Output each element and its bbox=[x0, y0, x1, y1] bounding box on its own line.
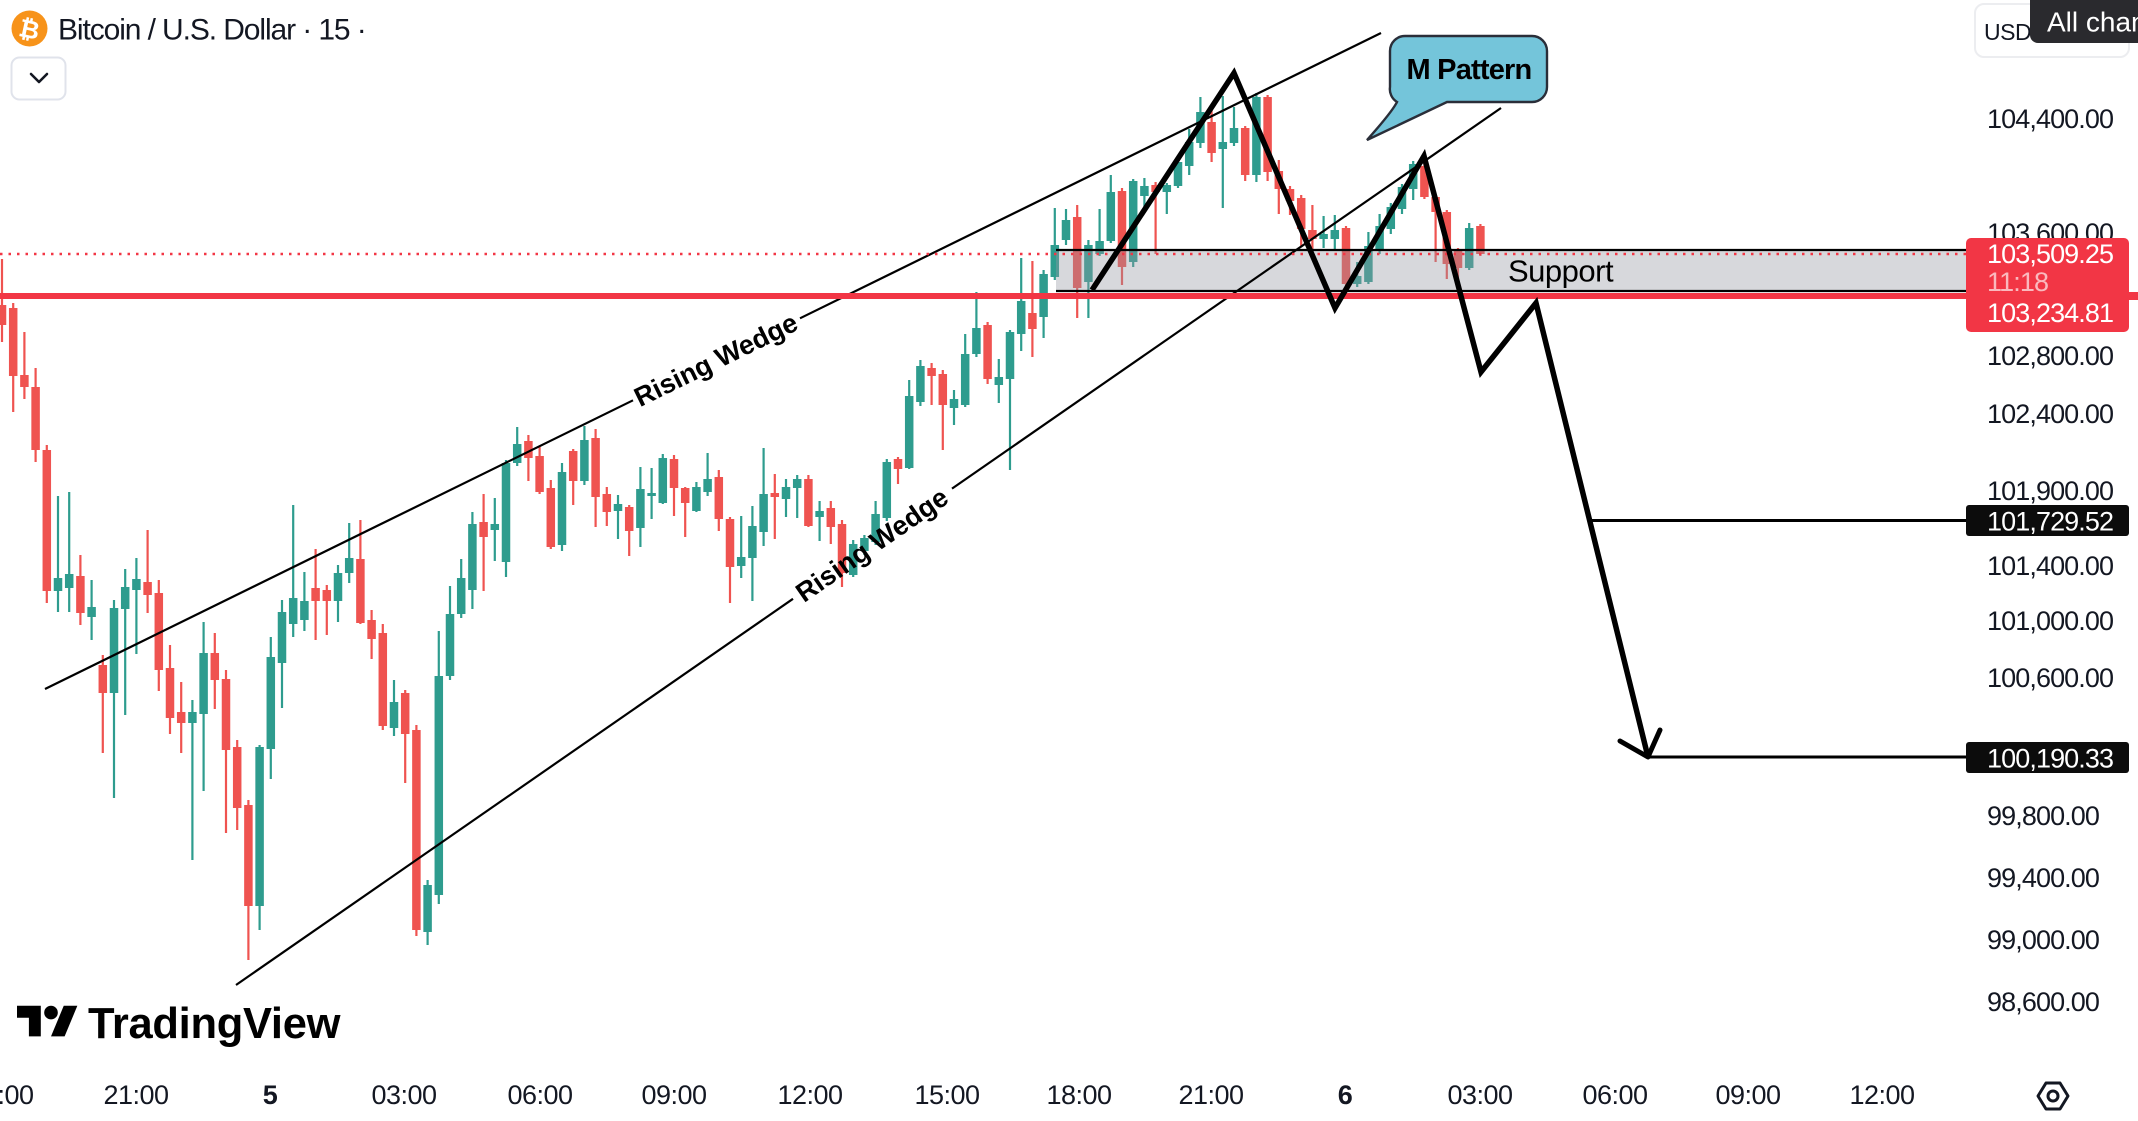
svg-text:Bitcoin / U.S. Dollar · 15 ·: Bitcoin / U.S. Dollar · 15 · bbox=[58, 14, 366, 47]
svg-text:21:00: 21:00 bbox=[103, 1080, 168, 1110]
svg-text:102,800.00: 102,800.00 bbox=[1987, 341, 2113, 371]
svg-text:98,600.00: 98,600.00 bbox=[1987, 987, 2099, 1017]
svg-text:6: 6 bbox=[1338, 1080, 1353, 1110]
svg-text:18:00: 18:00 bbox=[1046, 1080, 1111, 1110]
svg-text:101,900.00: 101,900.00 bbox=[1987, 476, 2113, 506]
svg-text:104,400.00: 104,400.00 bbox=[1987, 104, 2113, 134]
svg-text:18:00: 18:00 bbox=[0, 1080, 34, 1110]
svg-text:15:00: 15:00 bbox=[914, 1080, 979, 1110]
svg-text:USD: USD bbox=[1984, 19, 2031, 45]
svg-text:06:00: 06:00 bbox=[507, 1080, 572, 1110]
svg-text:5: 5 bbox=[263, 1080, 278, 1110]
svg-text:99,000.00: 99,000.00 bbox=[1987, 925, 2099, 955]
svg-text:09:00: 09:00 bbox=[641, 1080, 706, 1110]
svg-text:M Pattern: M Pattern bbox=[1407, 54, 1532, 86]
svg-text:100,600.00: 100,600.00 bbox=[1987, 663, 2113, 693]
svg-text:101,400.00: 101,400.00 bbox=[1987, 551, 2113, 581]
svg-text:Support: Support bbox=[1508, 254, 1614, 289]
svg-text:101,000.00: 101,000.00 bbox=[1987, 606, 2113, 636]
svg-text:03:00: 03:00 bbox=[1447, 1080, 1512, 1110]
svg-text:102,400.00: 102,400.00 bbox=[1987, 399, 2113, 429]
svg-text:12:00: 12:00 bbox=[1849, 1080, 1914, 1110]
svg-text:101,729.52: 101,729.52 bbox=[1987, 507, 2113, 537]
svg-text:11:18: 11:18 bbox=[1987, 267, 2048, 297]
svg-text:All chan: All chan bbox=[2047, 7, 2138, 38]
svg-text:03:00: 03:00 bbox=[371, 1080, 436, 1110]
svg-text:100,190.33: 100,190.33 bbox=[1987, 744, 2113, 774]
svg-text:21:00: 21:00 bbox=[1178, 1080, 1243, 1110]
svg-text:09:00: 09:00 bbox=[1715, 1080, 1780, 1110]
svg-text:TradingView: TradingView bbox=[88, 1000, 341, 1048]
svg-text:99,800.00: 99,800.00 bbox=[1987, 801, 2099, 831]
svg-text:06:00: 06:00 bbox=[1582, 1080, 1647, 1110]
svg-text:103,509.25: 103,509.25 bbox=[1987, 239, 2113, 269]
svg-text:12:00: 12:00 bbox=[777, 1080, 842, 1110]
svg-text:99,400.00: 99,400.00 bbox=[1987, 863, 2099, 893]
svg-text:103,234.81: 103,234.81 bbox=[1987, 298, 2113, 328]
